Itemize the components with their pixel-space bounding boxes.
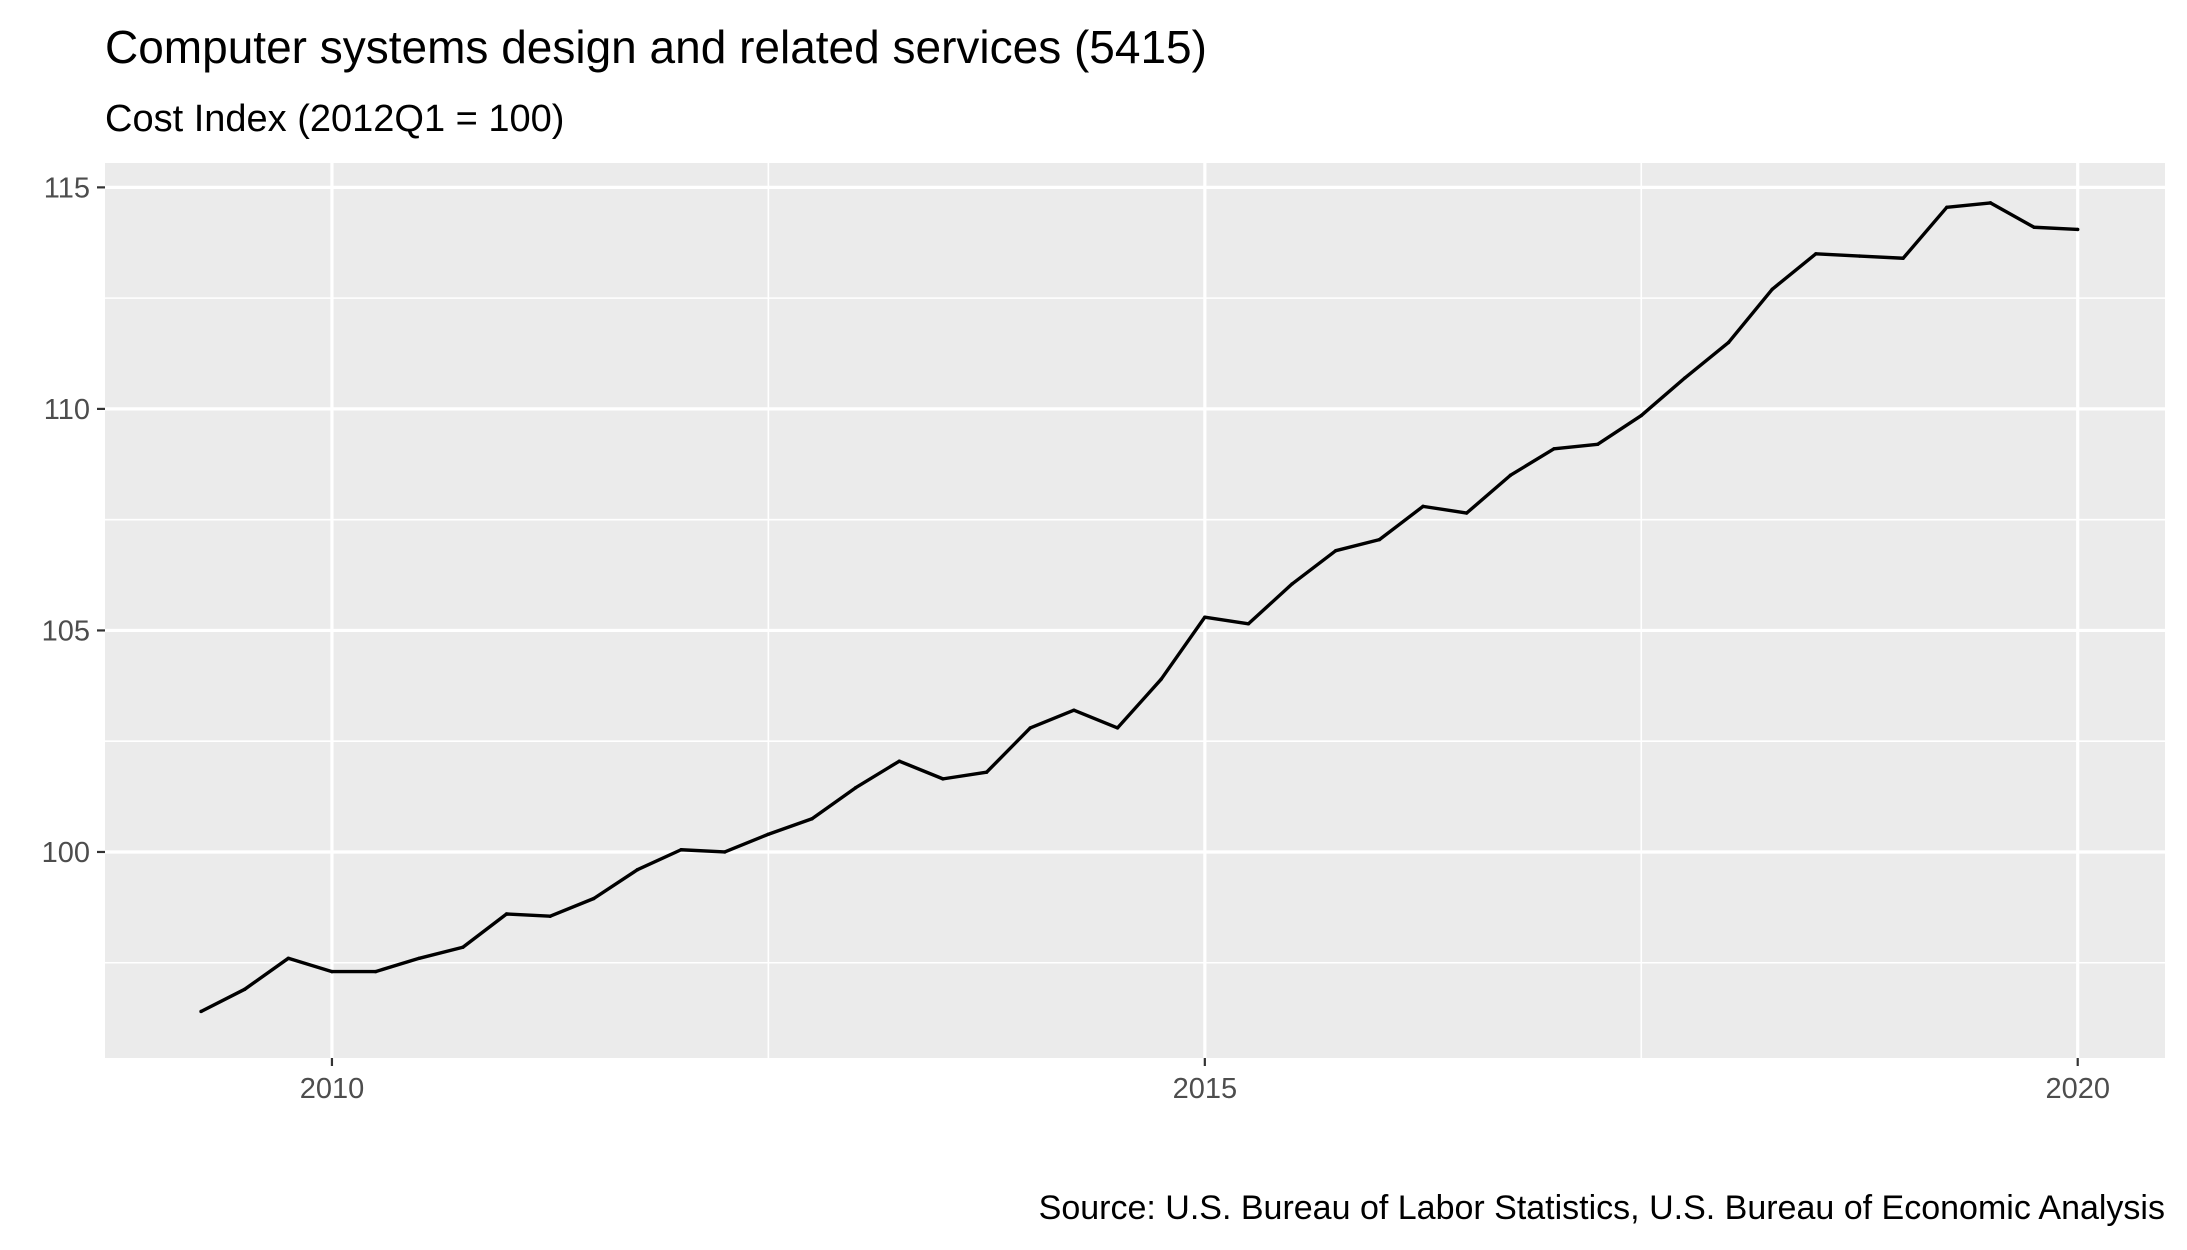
data-point-31 xyxy=(1552,447,1556,451)
data-point-9 xyxy=(592,896,596,901)
data-point-2 xyxy=(286,956,291,961)
data-point-0 xyxy=(199,1009,203,1014)
data-point-6 xyxy=(461,945,465,949)
data-point-37 xyxy=(1814,252,1818,256)
data-point-27 xyxy=(1377,537,1382,542)
data-point-32 xyxy=(1595,442,1600,447)
chart-caption: Source: U.S. Bureau of Labor Statistics,… xyxy=(1039,1189,2165,1227)
data-point-29 xyxy=(1464,511,1469,515)
tick-labels: 100 105 110 115 2010 2015 2020 xyxy=(42,172,2110,1105)
data-point-1 xyxy=(242,987,247,992)
x-tick-label: 2020 xyxy=(2045,1073,2110,1105)
data-point-40 xyxy=(1945,205,1949,210)
data-point-20 xyxy=(1072,708,1076,712)
grid-lines xyxy=(105,163,2165,1058)
data-point-33 xyxy=(1639,413,1643,418)
data-point-7 xyxy=(504,912,509,916)
data-point-26 xyxy=(1334,548,1338,553)
data-point-42 xyxy=(2032,225,2036,229)
data-point-8 xyxy=(548,914,552,918)
data-point-25 xyxy=(1290,582,1294,586)
data-point-16 xyxy=(897,759,902,763)
y-tick-label: 110 xyxy=(44,394,90,426)
cost-index-series-line xyxy=(200,201,2078,1013)
data-point-15 xyxy=(853,786,858,790)
data-point-21 xyxy=(1115,726,1120,730)
data-point-19 xyxy=(1028,726,1032,730)
data-point-41 xyxy=(1988,201,1993,205)
x-tick-label: 2015 xyxy=(1173,1073,1238,1105)
data-point-17 xyxy=(941,777,945,781)
y-tick-label: 105 xyxy=(42,615,90,647)
data-point-13 xyxy=(766,832,771,836)
data-point-30 xyxy=(1508,473,1513,478)
data-point-28 xyxy=(1421,504,1425,509)
chart-subtitle: Cost Index (2012Q1 = 100) xyxy=(105,98,564,140)
y-tick-label: 100 xyxy=(42,837,90,869)
axis-ticks xyxy=(97,186,2079,1066)
data-point-5 xyxy=(417,956,421,961)
data-point-4 xyxy=(373,969,378,974)
data-point-34 xyxy=(1683,376,1687,380)
data-point-12 xyxy=(723,850,727,854)
y-tick-label: 115 xyxy=(44,172,90,204)
x-tick-label: 2010 xyxy=(300,1073,365,1105)
data-point-36 xyxy=(1770,287,1774,291)
data-point-22 xyxy=(1159,677,1163,681)
data-point-38 xyxy=(1857,254,1862,258)
data-point-14 xyxy=(810,817,814,821)
data-point-3 xyxy=(330,969,334,974)
data-point-11 xyxy=(679,848,683,852)
data-point-10 xyxy=(635,867,640,872)
data-point-23 xyxy=(1203,615,1207,619)
chart-title: Computer systems design and related serv… xyxy=(105,21,1207,73)
plot-panel xyxy=(105,163,2165,1058)
data-point-43 xyxy=(2076,227,2080,232)
data-point-35 xyxy=(1726,340,1731,345)
data-point-24 xyxy=(1246,622,1251,626)
data-points xyxy=(199,201,2080,1014)
data-point-39 xyxy=(1901,256,1905,260)
data-point-18 xyxy=(984,770,989,774)
